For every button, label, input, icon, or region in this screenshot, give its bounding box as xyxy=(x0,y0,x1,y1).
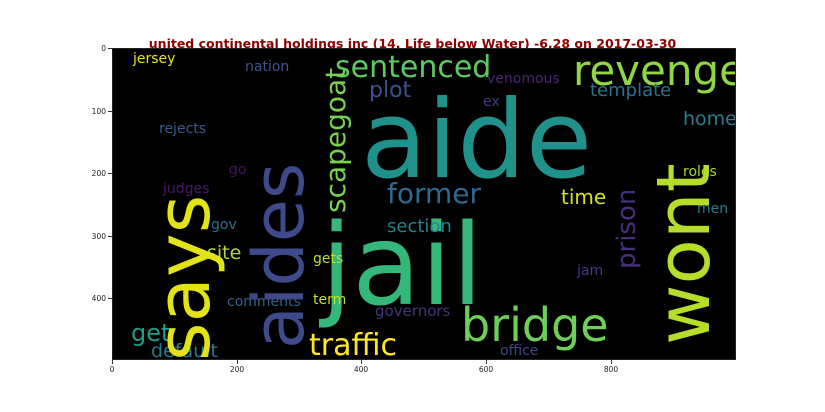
word-plot: plot xyxy=(369,78,412,103)
word-venomous: venomous xyxy=(487,71,560,87)
wordcloud-canvas: aide jail revenge bridge sentenced forme… xyxy=(112,48,736,360)
word-office: office xyxy=(500,343,538,359)
word-sentenced: sentenced xyxy=(335,50,491,85)
word-revenge: revenge xyxy=(573,49,736,95)
word-jail: jail xyxy=(318,201,483,331)
word-scapegoat: scapegoat xyxy=(319,68,352,213)
x-tick-label: 800 xyxy=(603,365,619,374)
word-governors: governors xyxy=(375,302,451,320)
word-home: home xyxy=(683,108,736,130)
word-jam: jam xyxy=(576,263,603,279)
word-jersey: jersey xyxy=(132,51,175,67)
word-ex: ex xyxy=(483,94,500,110)
chart-title: united continental holdings inc (14. Lif… xyxy=(148,36,677,51)
word-judges: judges xyxy=(162,181,209,197)
word-default: default xyxy=(151,340,218,360)
word-aides: aides xyxy=(238,163,320,349)
word-wont: wont xyxy=(641,163,727,345)
word-prison: prison xyxy=(612,189,642,269)
x-tick-label: 600 xyxy=(478,365,494,374)
word-former: former xyxy=(387,177,482,210)
y-tick-label: 0 xyxy=(101,44,106,53)
word-bridge: bridge xyxy=(461,298,609,352)
word-rejects: rejects xyxy=(159,121,206,137)
word-go: go xyxy=(229,162,246,178)
x-tick-label: 200 xyxy=(229,365,245,374)
word-get: get xyxy=(131,319,170,347)
wordcloud-svg: aide jail revenge bridge sentenced forme… xyxy=(131,49,736,360)
word-time: time xyxy=(561,185,606,209)
word-term: term xyxy=(313,292,346,308)
y-tick-label: 400 xyxy=(91,294,106,303)
word-roles: roles xyxy=(683,164,717,180)
x-tick-label: 400 xyxy=(353,365,369,374)
word-nation: nation xyxy=(245,59,289,75)
word-men: men xyxy=(697,201,728,217)
word-section: section xyxy=(387,216,452,237)
word-comments: comments xyxy=(227,294,301,310)
word-aide: aide xyxy=(361,78,592,203)
y-tick-label: 100 xyxy=(91,107,106,116)
word-gov: gov xyxy=(211,217,237,233)
word-traffic: traffic xyxy=(309,328,397,360)
word-gets: gets xyxy=(313,251,343,267)
word-template: template xyxy=(590,80,671,101)
word-says: says xyxy=(141,195,227,360)
word-site: site xyxy=(207,242,241,264)
x-tick-label: 0 xyxy=(109,365,115,374)
y-tick-label: 200 xyxy=(91,169,106,178)
y-tick-label: 300 xyxy=(91,232,106,241)
